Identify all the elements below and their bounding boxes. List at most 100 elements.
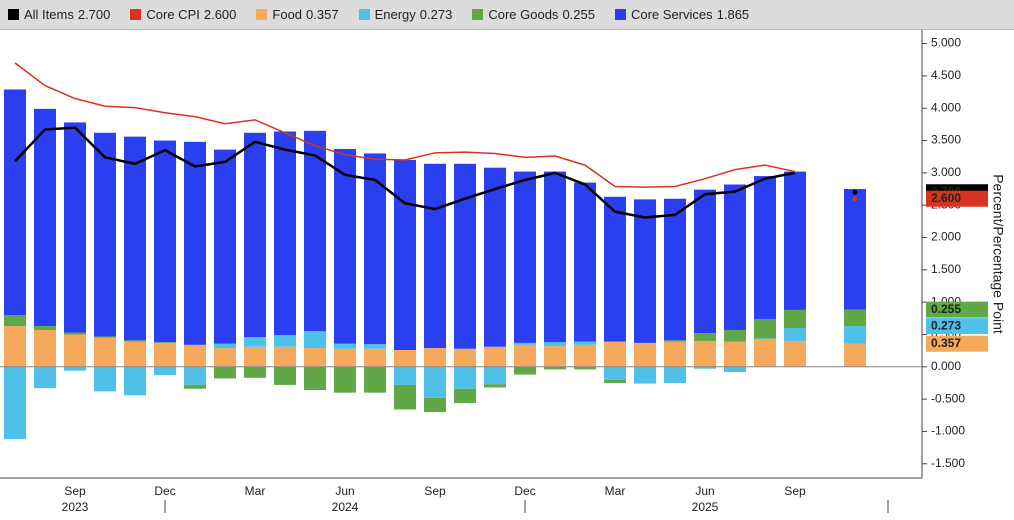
legend-text: Core CPI — [146, 7, 200, 22]
y-tick-label: 4.500 — [931, 68, 961, 82]
bar-segment — [394, 350, 416, 367]
end-label-box — [926, 190, 988, 207]
bar-segment — [244, 366, 266, 378]
bar-segment — [784, 328, 806, 341]
bar-segment — [484, 167, 506, 347]
bar-segment — [184, 141, 206, 345]
bar-segment — [844, 326, 866, 344]
bar-segment — [34, 366, 56, 389]
bar-segment — [664, 198, 686, 341]
bar-segment — [364, 153, 386, 345]
bar-segment — [4, 89, 26, 316]
bar-segment — [694, 189, 716, 334]
bar-segment — [34, 329, 56, 367]
y-tick-label: 3.000 — [931, 165, 961, 179]
bar-segment — [124, 340, 146, 342]
x-tick-label: Mar — [605, 484, 626, 498]
bar-segment — [394, 384, 416, 410]
x-year-label: 2023 — [62, 500, 89, 514]
legend-text: Core Goods — [488, 7, 559, 22]
bar-segment — [724, 329, 746, 342]
bar-segment — [484, 366, 506, 385]
bar-segment — [334, 148, 356, 344]
bar-segment — [604, 196, 626, 342]
bar-segment — [454, 366, 476, 389]
bar-segment — [64, 366, 86, 371]
x-tick-label: Jun — [695, 484, 714, 498]
bar-segment — [454, 388, 476, 404]
legend-swatch — [256, 9, 268, 20]
bar-segment — [214, 366, 236, 379]
bar-segment — [724, 184, 746, 330]
bar-segment — [4, 326, 26, 367]
bar-segment — [754, 318, 776, 339]
bar-segment — [214, 343, 236, 349]
x-tick-label: Sep — [424, 484, 446, 498]
bar-segment — [664, 366, 686, 383]
x-tick-label: Jun — [335, 484, 354, 498]
line-point — [852, 189, 858, 195]
bar-segment — [754, 339, 776, 367]
bar-segment — [154, 342, 176, 343]
bar-segment — [34, 326, 56, 330]
bar-segment — [244, 337, 266, 347]
legend-item: Energy 0.273 — [358, 7, 452, 22]
legend-text: 0.255 — [562, 7, 595, 22]
y-tick-label: -1.500 — [931, 456, 965, 470]
bar-segment — [184, 366, 206, 385]
x-tick-label: Dec — [514, 484, 535, 498]
bar-segment — [334, 348, 356, 367]
bar-segment — [484, 384, 506, 388]
x-year-label: 2024 — [332, 500, 359, 514]
bar-segment — [244, 346, 266, 367]
end-label-box — [926, 318, 988, 335]
legend-text: Energy — [374, 7, 416, 22]
bar-segment — [394, 366, 416, 385]
line-point — [852, 196, 858, 202]
end-label: 0.255 — [931, 302, 961, 316]
bar-segment — [274, 131, 296, 336]
legend-swatch — [472, 9, 484, 20]
end-label-box — [926, 335, 988, 352]
bar-segment — [364, 366, 386, 393]
legend-text: Core Services — [630, 7, 713, 22]
y-tick-label: -1.000 — [931, 424, 965, 438]
bar-segment — [244, 132, 266, 338]
series-line — [14, 62, 796, 188]
bar-segment — [154, 366, 176, 376]
bar-segment — [4, 315, 26, 327]
end-label: 0.357 — [931, 336, 961, 350]
y-tick-label: 2.000 — [931, 230, 961, 244]
bar-segment — [94, 366, 116, 392]
legend-item: Core Services 1.865 — [614, 7, 750, 22]
bar-segment — [64, 332, 86, 335]
bar-segment — [184, 384, 206, 389]
bar-segment — [424, 397, 446, 413]
legend-text: 1.865 — [716, 7, 750, 22]
bar-segment — [184, 344, 206, 367]
legend-item: Food 0.357 — [256, 7, 339, 22]
bar-segment — [304, 130, 326, 332]
bar-segment — [604, 379, 626, 383]
bar-segment — [34, 108, 56, 327]
legend-swatch — [130, 9, 142, 20]
bar-segment — [454, 348, 476, 367]
bar-segment — [574, 182, 596, 342]
bar-segment — [154, 140, 176, 343]
bar-segment — [514, 171, 536, 343]
bar-segment — [514, 342, 536, 345]
bar-segment — [664, 341, 686, 367]
bar-segment — [694, 366, 716, 369]
bar-segment — [334, 366, 356, 393]
bar-segment — [424, 366, 446, 398]
bar-segment — [214, 348, 236, 367]
bar-segment — [4, 366, 26, 440]
y-tick-label: 4.000 — [931, 100, 961, 114]
bar-segment — [394, 159, 416, 350]
bar-segment — [454, 163, 476, 349]
bar-segment — [784, 309, 806, 329]
bar-segment — [784, 171, 806, 310]
y-axis-label: Percent/Percentage Point — [990, 174, 1006, 334]
legend-text: All Items — [24, 7, 74, 22]
